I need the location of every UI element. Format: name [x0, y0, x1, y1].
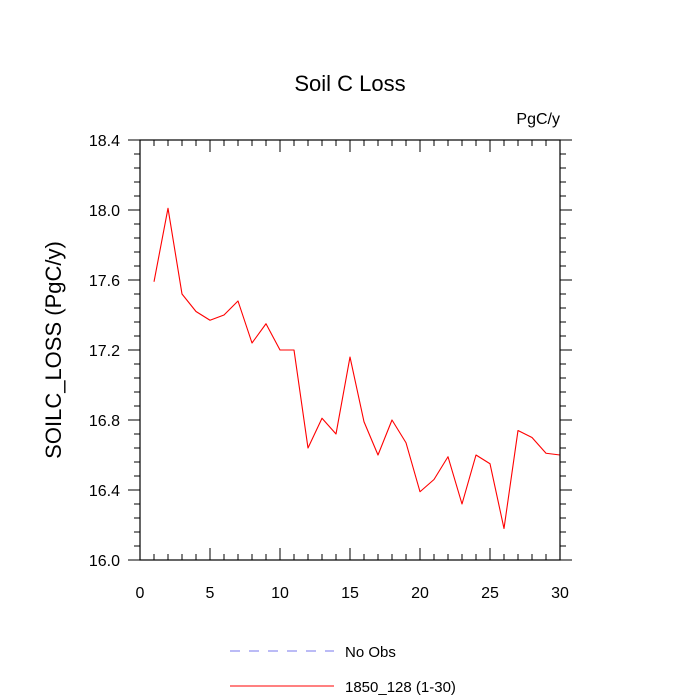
- legend-label-1850-128: 1850_128 (1-30): [345, 679, 456, 696]
- plot-frame: [139, 139, 561, 561]
- y-axis-label: SOILC_LOSS (PgC/y): [41, 241, 66, 459]
- x-tick-label: 20: [411, 585, 429, 602]
- legend-label-no-obs: No Obs: [345, 644, 396, 661]
- units-label: PgC/y: [516, 111, 560, 128]
- x-tick-label: 0: [136, 585, 145, 602]
- x-tick-label: 5: [206, 585, 215, 602]
- y-tick-label: 16.4: [89, 483, 120, 500]
- series-layer: [153, 207, 561, 530]
- x-tick-label: 10: [271, 585, 289, 602]
- x-tick-label: 15: [341, 585, 359, 602]
- y-tick-label: 18.4: [89, 133, 120, 150]
- series-line-0: [153, 207, 561, 530]
- y-tick-labels: 16.0 16.4 16.8 17.2 17.6 18.0 18.4: [89, 133, 120, 570]
- x-tick-label: 30: [551, 585, 569, 602]
- y-tick-label: 16.8: [89, 413, 120, 430]
- x-tick-labels: 0 5 10 15 20 25 30: [136, 585, 569, 602]
- y-tick-label: 16.0: [89, 553, 120, 570]
- chart-title: Soil C Loss: [294, 71, 405, 96]
- x-tick-label: 25: [481, 585, 499, 602]
- y-tick-label: 18.0: [89, 203, 120, 220]
- y-tick-label: 17.2: [89, 343, 120, 360]
- legend: No Obs 1850_128 (1-30): [230, 644, 456, 696]
- axis-ticks: [128, 139, 572, 561]
- y-tick-label: 17.6: [89, 273, 120, 290]
